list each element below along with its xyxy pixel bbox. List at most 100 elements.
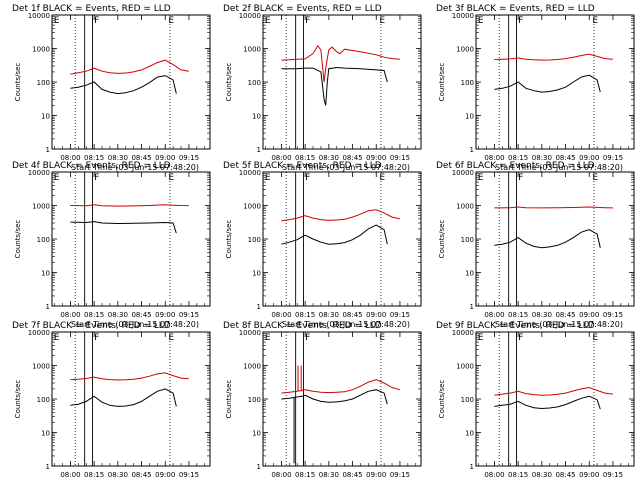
x-tick-label: 08:45 [131,471,151,479]
x-tick-label: 08:15 [84,311,104,319]
y-axis-label: Counts/sec [14,380,22,419]
axes-frame [475,171,635,307]
panel-3: Det 3f BLACK = Events, RED = LLD E F E 1 10 10… [436,4,635,172]
interval-flag: E [478,173,484,183]
panel-4: Det 4f BLACK = Events, RED = LLD E F E 1 10 10… [12,161,211,329]
x-tick-label: 08:45 [555,471,575,479]
x-tick-label: 08:30 [532,471,552,479]
x-tick-label: 08:45 [555,311,575,319]
panel-title: Det 5f BLACK = Events, RED = LLD [223,161,382,171]
axes-frame [475,331,635,467]
y-tick-label: 10000 [239,169,261,177]
x-tick-label: 09:00 [155,154,175,162]
y-tick-label: 10 [41,270,50,278]
interval-flag: E [379,173,385,183]
y-tick-label: 100 [37,236,50,244]
x-tick-label: 08:45 [131,311,151,319]
y-tick-label: 1 [257,463,261,471]
x-tick-label: 09:15 [603,471,623,479]
interval-flag: F [94,173,99,183]
events-series-line [70,75,177,95]
panel-9: Det 9f BLACK = Events, RED = LLD E F E 1 10 10… [436,321,635,479]
x-tick-label: 08:15 [295,471,315,479]
y-tick-label: 100 [248,79,261,87]
y-tick-label: 10000 [452,329,474,337]
lld-series-line [494,53,613,61]
x-tick-label: 08:30 [319,311,339,319]
x-tick-label: 09:00 [579,154,599,162]
x-tick-label: 08:15 [508,471,528,479]
axes-frame [51,14,211,150]
interval-flag: E [265,173,271,183]
x-tick-label: 08:00 [484,154,504,162]
interval-flag: F [518,333,523,343]
interval-flag: E [592,16,598,26]
y-tick-label: 100 [461,79,474,87]
x-tick-label: 09:00 [579,471,599,479]
y-tick-label: 10000 [239,329,261,337]
panel-title: Det 2f BLACK = Events, RED = LLD [223,4,382,14]
x-axis-label: Start Time (03-Jun-15 07:48:20) [71,163,199,172]
panel-title: Det 8f BLACK = Events, RED = LLD [223,321,382,331]
interval-flag: E [168,16,174,26]
x-tick-label: 08:00 [271,471,291,479]
x-tick-label: 08:30 [532,311,552,319]
y-tick-label: 10000 [28,12,50,20]
y-tick-label: 10 [41,430,50,438]
y-tick-label: 1 [46,303,50,311]
y-axis-label: Counts/sec [225,380,233,419]
y-axis-label: Counts/sec [14,63,22,102]
events-series-line [281,224,388,245]
x-tick-label: 08:15 [508,154,528,162]
x-tick-label: 08:00 [60,154,80,162]
interval-flag: E [478,16,484,26]
interval-flag: E [168,333,174,343]
lld-series-line [281,44,400,83]
interval-flag: E [54,173,60,183]
y-tick-label: 1 [46,463,50,471]
y-axis-label: Counts/sec [14,220,22,259]
interval-flag: E [168,173,174,183]
x-axis-label: Start Time (03-Jun-15 07:48:20) [495,163,623,172]
x-tick-label: 08:45 [342,471,362,479]
y-axis-label: Counts/sec [438,220,446,259]
lld-series-line [494,206,613,209]
x-axis-label: Start Time (03-Jun-15 07:48:20) [71,320,199,329]
interval-flag: F [305,333,310,343]
interval-flag: F [305,16,310,26]
x-tick-label: 08:00 [60,311,80,319]
interval-flag: E [265,333,271,343]
y-tick-label: 10000 [452,12,474,20]
y-tick-label: 1000 [243,203,261,211]
x-tick-label: 08:00 [271,154,291,162]
x-tick-label: 08:00 [484,471,504,479]
y-tick-label: 100 [461,396,474,404]
interval-flag: E [379,333,385,343]
y-axis-label: Counts/sec [225,63,233,102]
y-tick-label: 1000 [456,203,474,211]
interval-flag: E [592,173,598,183]
axes-frame [475,14,635,150]
x-tick-label: 09:15 [603,154,623,162]
x-tick-label: 08:30 [319,471,339,479]
x-tick-label: 08:15 [84,154,104,162]
y-tick-label: 1 [470,303,474,311]
x-tick-label: 08:45 [342,311,362,319]
y-tick-label: 1 [257,303,261,311]
y-tick-label: 1000 [32,203,50,211]
axes-frame [262,171,422,307]
y-tick-label: 10 [41,113,50,121]
x-tick-label: 08:15 [295,154,315,162]
x-tick-label: 08:30 [532,154,552,162]
y-tick-label: 10 [252,430,261,438]
y-tick-label: 1000 [32,46,50,54]
y-tick-label: 10000 [28,169,50,177]
x-tick-label: 08:45 [342,154,362,162]
x-tick-label: 08:30 [108,311,128,319]
x-axis-label: Start Time (03-Jun-15 07:48:20) [282,163,410,172]
y-tick-label: 1000 [456,363,474,371]
lld-series-line [70,204,189,207]
lld-series-line [494,386,613,396]
y-tick-label: 10 [465,113,474,121]
